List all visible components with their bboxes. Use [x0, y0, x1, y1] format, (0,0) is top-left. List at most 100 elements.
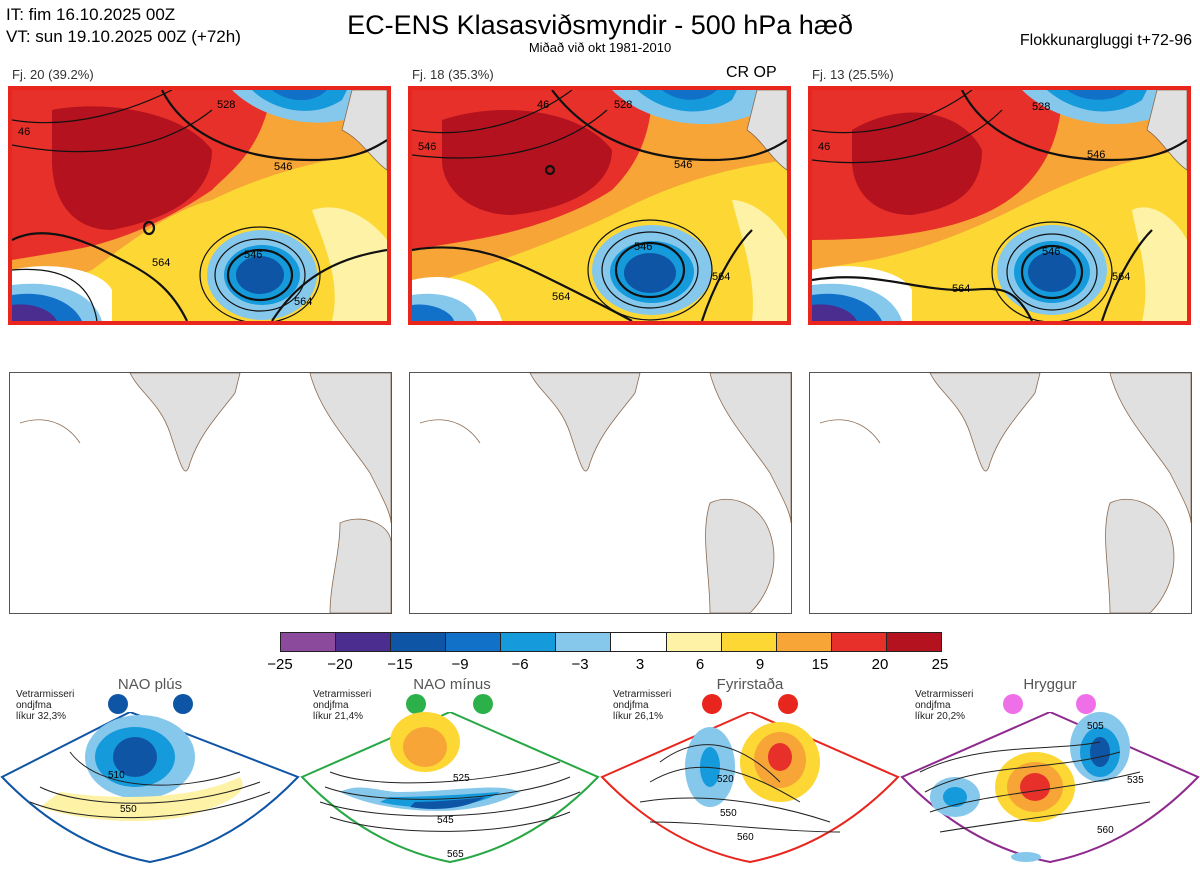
regime-2-desc: Vetrarmisseri ondjfma líkur 21,4%	[313, 689, 371, 722]
colorbar-tick: 20	[871, 656, 889, 673]
regime-4-desc-line: ondjfma	[915, 700, 951, 711]
cluster-2-contour-label: 546	[634, 241, 652, 253]
blank-map-1	[9, 372, 392, 614]
colorbar-tick: −20	[327, 656, 353, 673]
regime-2-dot	[406, 694, 426, 714]
regime-4-dot	[1076, 694, 1096, 714]
cluster-2-label: Fj. 18 (35.3%)	[412, 67, 494, 82]
header-times: IT: fim 16.10.2025 00Z VT: sun 19.10.202…	[6, 4, 241, 48]
colorbar-swatch	[281, 633, 337, 651]
colorbar-swatch	[611, 633, 667, 651]
colorbar-swatch	[446, 633, 502, 651]
initial-time: IT: fim 16.10.2025 00Z	[6, 5, 176, 24]
cluster-1-contour-label: 528	[217, 99, 235, 111]
valid-time: VT: sun 19.10.2025 00Z (+72h)	[6, 27, 241, 46]
regime-2-desc-line: líkur 21,4%	[313, 711, 364, 722]
regime-4-contour-label: 535	[1127, 775, 1144, 786]
regime-1-name: NAO plús	[117, 676, 183, 693]
regime-1-desc-line: Vetrarmisseri	[16, 689, 75, 700]
colorbar-tick: 3	[635, 656, 645, 673]
colorbar-tick: 15	[811, 656, 829, 673]
cluster-3-contour-label: 564	[952, 283, 970, 295]
colorbar-swatch	[886, 633, 941, 651]
cluster-1-contour-label: 546	[244, 249, 262, 261]
colorbar-tick: −9	[451, 656, 469, 673]
cluster-2-tags: CR OP	[726, 64, 777, 81]
page-title: EC-ENS Klasasviðsmyndir - 500 hPa hæð	[347, 10, 853, 40]
blank-map-3	[809, 372, 1192, 614]
regime-2-contour-label: 525	[453, 773, 470, 784]
regime-3-dot	[778, 694, 798, 714]
regime-1-desc-line: líkur 32,3%	[16, 711, 67, 722]
regime-1-map: 510 550	[0, 712, 300, 864]
cluster-2-contour-label: 546	[418, 141, 436, 153]
regime-4-map: 505 535 560	[900, 712, 1200, 864]
cluster-2-contour-label: 528	[614, 99, 632, 111]
cluster-3-label: Fj. 13 (25.5%)	[812, 67, 894, 82]
classification-window: Flokkunargluggi t+72-96	[1019, 32, 1192, 49]
blank-map-2	[409, 372, 792, 614]
regime-2-desc-line: Vetrarmisseri	[313, 689, 372, 700]
colorbar-swatch	[501, 633, 557, 651]
regime-3-contour-label: 520	[717, 774, 734, 785]
cluster-map-2: 546 528 546 546 564 564 46	[408, 86, 791, 325]
regime-3-dot	[702, 694, 722, 714]
colorbar-tick: −3	[571, 656, 589, 673]
regime-1-desc: Vetrarmisseri ondjfma líkur 32,3%	[16, 689, 74, 722]
colorbar-swatch	[776, 633, 832, 651]
regime-2-map: 525 545 565	[300, 712, 600, 864]
regime-2-desc-line: ondjfma	[313, 700, 349, 711]
cluster-2-contour-label: 546	[674, 159, 692, 171]
regime-4-desc: Vetrarmisseri ondjfma líkur 20,2%	[915, 689, 973, 722]
regime-3-desc-line: Vetrarmisseri	[613, 689, 672, 700]
cluster-3-contour-label: 46	[818, 141, 830, 153]
regime-2-contour-label: 545	[437, 815, 454, 826]
cluster-2-contour-label: 46	[537, 99, 549, 111]
colorbar-tick: −15	[387, 656, 413, 673]
regime-4-desc-line: líkur 20,2%	[915, 711, 966, 722]
regime-1-contour-label: 510	[108, 770, 125, 781]
regime-3-desc-line: líkur 26,1%	[613, 711, 664, 722]
regime-4-contour-label: 505	[1087, 721, 1104, 732]
cluster-1-label: Fj. 20 (39.2%)	[12, 67, 94, 82]
cluster-1-contour-label: 546	[274, 161, 292, 173]
colorbar-swatch	[336, 633, 392, 651]
cluster-3-contour-label: 528	[1032, 101, 1050, 113]
cluster-1-contour-label: 46	[18, 126, 30, 138]
cluster-3-contour-label: 564	[1112, 271, 1130, 283]
regime-2-dot	[473, 694, 493, 714]
regime-3-contour-label: 550	[720, 808, 737, 819]
regime-4-contour-label: 560	[1097, 825, 1114, 836]
regime-3-name: Fyrirstaða	[716, 676, 784, 693]
cluster-3-contour-label: 546	[1087, 149, 1105, 161]
cluster-map-3: 46 528 546 546 564 564	[808, 86, 1191, 325]
colorbar-tick: −25	[267, 656, 293, 673]
colorbar-swatch	[391, 633, 447, 651]
regime-2-name: NAO mínus	[413, 676, 491, 693]
regime-panels: NAO plús Vetrarmisseri ondjfma líkur 32,…	[0, 672, 1200, 871]
regime-1-desc-line: ondjfma	[16, 700, 52, 711]
colorbar-tick: −6	[511, 656, 529, 673]
regime-3-contour-label: 560	[737, 832, 754, 843]
colorbar-tick: 25	[931, 656, 949, 673]
colorbar-swatch	[721, 633, 777, 651]
regime-1-dot	[173, 694, 193, 714]
colorbar-tick: 9	[755, 656, 765, 673]
regime-3-desc: Vetrarmisseri ondjfma líkur 26,1%	[613, 689, 671, 722]
colorbar-swatch	[556, 633, 612, 651]
colorbar-tick: 6	[695, 656, 705, 673]
regime-1-dot	[108, 694, 128, 714]
regime-3-desc-line: ondjfma	[613, 700, 649, 711]
regime-2-contour-label: 565	[447, 849, 464, 860]
regime-1-contour-label: 550	[120, 804, 137, 815]
colorbar-swatch	[831, 633, 887, 651]
cluster-2-contour-label: 564	[552, 291, 570, 303]
regime-3-map: 520 550 560	[600, 712, 900, 864]
cluster-2-contour-label: 564	[712, 271, 730, 283]
regime-4-dot	[1003, 694, 1023, 714]
cluster-3-contour-label: 546	[1042, 246, 1060, 258]
cluster-map-1: 46 528 546 546 564 564	[8, 86, 391, 325]
regime-4-name: Hryggur	[1023, 676, 1077, 693]
cluster-1-contour-label: 564	[152, 257, 170, 269]
cluster-1-contour-label: 564	[294, 296, 312, 308]
